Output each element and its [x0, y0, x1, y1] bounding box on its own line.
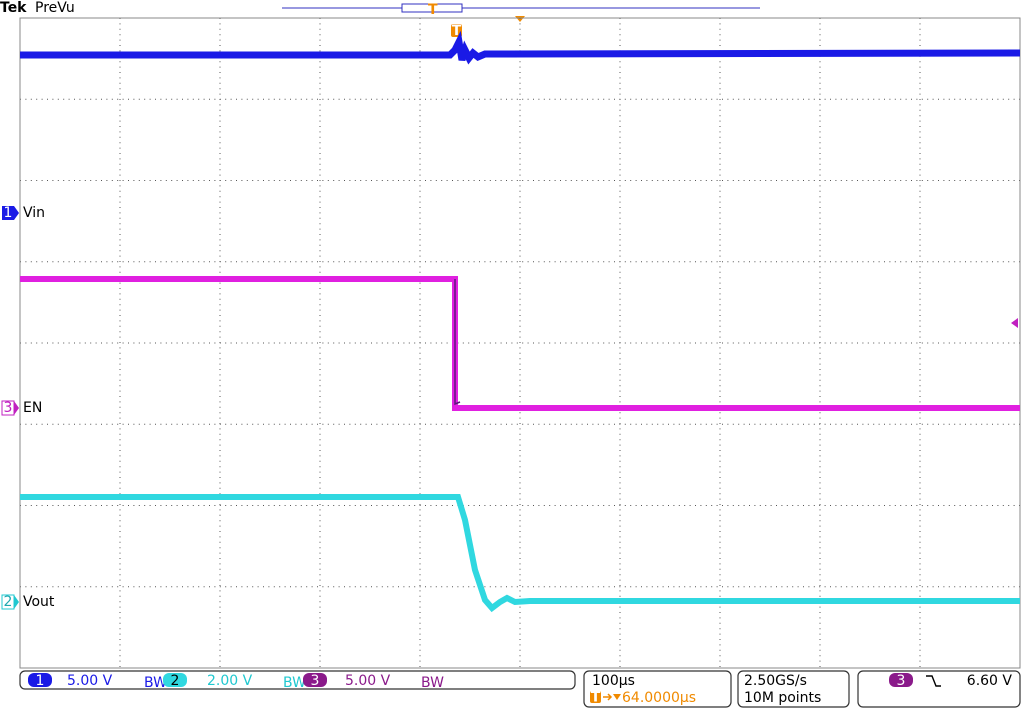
ch1-label: Vin [23, 205, 45, 221]
record-window [401, 3, 463, 13]
trig-pos-badge [590, 691, 601, 703]
trigger-source-badge [889, 673, 913, 687]
waveform-ch2 [20, 494, 1020, 613]
falling-edge-icon [926, 675, 941, 687]
ch2-badge-num: 2 [171, 673, 180, 689]
ch1-badge [28, 673, 52, 687]
ch3-badge [303, 673, 327, 687]
ch3-badge-num: 3 [311, 673, 320, 689]
trigger-pos-top: T [428, 2, 438, 18]
ch2-bw: BW [283, 675, 306, 691]
acquisition-box [737, 670, 850, 708]
ch3-bw: BW [421, 675, 444, 691]
graticule-border [19, 17, 1021, 669]
ch1-marker-arrow [14, 206, 19, 220]
sample-rate: 2.50GS/s [744, 673, 807, 689]
brand: Tek [0, 0, 27, 16]
ch2-marker-num: 2 [4, 594, 13, 610]
mode: PreVu [35, 0, 75, 16]
ch2-marker-arrow [14, 595, 19, 609]
time-per-div: 100µs [592, 673, 635, 689]
trig-pos-marker [613, 694, 621, 700]
waveform-ch3 [20, 276, 1020, 411]
ch1-marker-num: 1 [4, 205, 13, 221]
ch3-label: EN [23, 400, 42, 416]
ch1-marker [2, 206, 14, 220]
timebase-box [583, 670, 732, 708]
trig-pos-badge-text: T [591, 690, 601, 706]
ch2-badge [163, 673, 187, 687]
ch2-scale: 2.00 V [207, 673, 253, 689]
ch1-scale: 5.00 V [67, 673, 113, 689]
trig-pos-arrow [603, 693, 613, 701]
ch3-marker-num: 3 [4, 400, 13, 416]
ch3-scale: 5.00 V [345, 673, 391, 689]
ch1-bw: BW [144, 675, 167, 691]
record-length: 10M points [744, 690, 821, 706]
trigger-level-marker [1011, 318, 1018, 328]
waveform-ch3-edge [454, 279, 461, 406]
ch2-label: Vout [23, 594, 55, 610]
channel-box [19, 670, 576, 690]
waveform-ch1 [20, 30, 1021, 65]
trigger-source: 3 [897, 673, 906, 689]
graticule [20, 18, 1020, 668]
ch1-badge-num: 1 [36, 673, 45, 689]
trigger-badge-text: T [452, 23, 462, 39]
ch3-marker-arrow [14, 401, 19, 415]
trigger-position: 64.0000µs [622, 690, 696, 706]
trigger-level: 6.60 V [967, 673, 1013, 689]
